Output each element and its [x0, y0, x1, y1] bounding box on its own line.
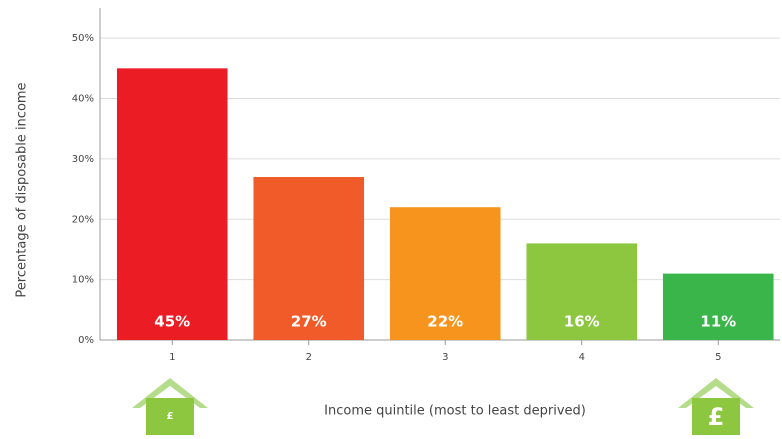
bar [253, 177, 365, 340]
bar [526, 243, 638, 340]
y-axis-label: Percentage of disposable income [15, 82, 30, 297]
y-tick-label: 0% [78, 335, 94, 346]
x-axis-label: Income quintile (most to least deprived) [324, 404, 586, 419]
house-icon: £ [132, 378, 208, 435]
y-tick-label: 40% [72, 94, 94, 105]
x-tick-label: 2 [306, 352, 312, 363]
icon-label: £ [708, 403, 725, 431]
data-label: 16% [564, 313, 600, 331]
x-tick-label: 1 [169, 352, 175, 363]
data-label: 11% [700, 313, 736, 331]
bar [116, 68, 228, 340]
x-tick-label: 3 [442, 352, 448, 363]
y-tick-label: 10% [72, 275, 94, 286]
data-label: 45% [154, 313, 190, 331]
x-tick-label: 5 [715, 352, 721, 363]
icon-label: £ [167, 411, 174, 422]
y-tick-label: 20% [72, 214, 94, 225]
house-icon: £ [678, 378, 754, 435]
bar [662, 273, 774, 340]
x-tick-label: 4 [579, 352, 585, 363]
bar [389, 207, 501, 340]
y-tick-label: 30% [72, 154, 94, 165]
data-label: 22% [427, 313, 463, 331]
data-label: 27% [291, 313, 327, 331]
y-tick-label: 50% [72, 33, 94, 44]
